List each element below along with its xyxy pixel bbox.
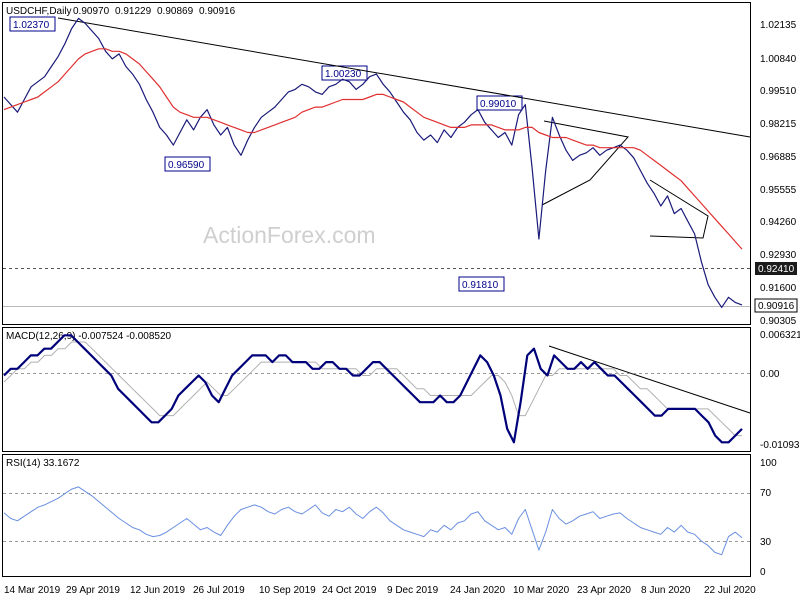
macd-tick: 0.00 bbox=[760, 369, 780, 380]
ohlc-close: 0.90916 bbox=[199, 6, 236, 17]
x-tick-label: 8 Jun 2020 bbox=[641, 585, 691, 596]
price-tick: 1.00840 bbox=[760, 54, 797, 65]
annotation-high-oct: 1.00230 bbox=[325, 69, 362, 80]
price-tick: 0.98215 bbox=[760, 119, 797, 130]
ohlc-high: 0.91229 bbox=[115, 6, 152, 17]
macd-tick: -0.010939 bbox=[760, 440, 800, 451]
rsi-tick: 100 bbox=[760, 458, 777, 469]
price-tick: 0.96885 bbox=[760, 152, 797, 163]
annotation-high-2019: 1.02370 bbox=[13, 20, 50, 31]
annotation-high-mar: 0.99010 bbox=[480, 99, 517, 110]
rsi-line bbox=[3, 486, 743, 556]
rsi-panel-title: RSI(14) 33.1672 bbox=[6, 458, 80, 469]
price-tick: 0.92930 bbox=[760, 250, 797, 261]
ohlc-open: 0.90970 bbox=[73, 6, 110, 17]
last-price-box bbox=[754, 298, 798, 313]
x-tick-label: 23 Apr 2020 bbox=[577, 585, 631, 596]
annotation-box bbox=[164, 156, 211, 172]
annotation-box bbox=[476, 95, 523, 111]
x-tick-label: 10 Sep 2019 bbox=[259, 585, 316, 596]
price-guides bbox=[3, 17, 751, 307]
triangle-pattern bbox=[541, 120, 629, 206]
x-tick-label: 9 Dec 2019 bbox=[387, 585, 439, 596]
macd-tick: 0.006321 bbox=[760, 330, 800, 341]
watermark: ActionForex.com bbox=[203, 222, 376, 248]
rsi-tick: 30 bbox=[760, 537, 772, 548]
annotation-box bbox=[9, 16, 56, 32]
price-panel-title: USDCHF,Daily bbox=[6, 6, 72, 17]
macd-panel-title: MACD(12,26,9) -0.007524 -0.008520 bbox=[6, 331, 172, 342]
ema-line bbox=[3, 48, 743, 250]
x-tick-label: 26 Jul 2019 bbox=[193, 585, 245, 596]
level-tag: 0.92410 bbox=[758, 264, 795, 275]
last-price-tag: 0.90916 bbox=[758, 301, 795, 312]
x-tick-label: 29 Apr 2019 bbox=[66, 585, 120, 596]
price-tick: 0.95555 bbox=[760, 185, 797, 196]
macd-trendline bbox=[548, 345, 751, 414]
x-tick-label: 22 Jul 2020 bbox=[704, 585, 756, 596]
ohlc-low: 0.90869 bbox=[157, 6, 194, 17]
price-tick: 1.02135 bbox=[760, 20, 797, 31]
price-tick: 0.91600 bbox=[760, 283, 797, 294]
annotation-low-aug: 0.96590 bbox=[168, 160, 205, 171]
price-tick: 0.90305 bbox=[760, 316, 797, 327]
rsi-tick: 0 bbox=[760, 567, 766, 578]
macd-line bbox=[3, 334, 743, 444]
level-tag-box bbox=[755, 262, 797, 275]
x-tick-label: 24 Jan 2020 bbox=[450, 585, 505, 596]
macd-signal-line bbox=[3, 341, 742, 437]
x-tick-label: 24 Oct 2019 bbox=[322, 585, 377, 596]
annotation-box bbox=[458, 276, 505, 292]
wedge-pattern bbox=[649, 179, 709, 239]
x-tick-label: 12 Jun 2019 bbox=[130, 585, 185, 596]
series-layer bbox=[3, 17, 743, 556]
x-tick-label: 14 Mar 2019 bbox=[4, 585, 61, 596]
price-panel-frame bbox=[2, 2, 751, 325]
rsi-panel-frame bbox=[2, 454, 751, 577]
x-tick-label: 10 Mar 2020 bbox=[513, 585, 570, 596]
main-trendline bbox=[57, 17, 751, 138]
price-line bbox=[3, 17, 743, 308]
annotation-low-mar: 0.91810 bbox=[462, 280, 499, 291]
price-tick: 0.99510 bbox=[760, 86, 797, 97]
rsi-tick: 70 bbox=[760, 488, 772, 499]
macd-panel-frame bbox=[2, 327, 751, 452]
price-tick: 0.94260 bbox=[760, 217, 797, 228]
